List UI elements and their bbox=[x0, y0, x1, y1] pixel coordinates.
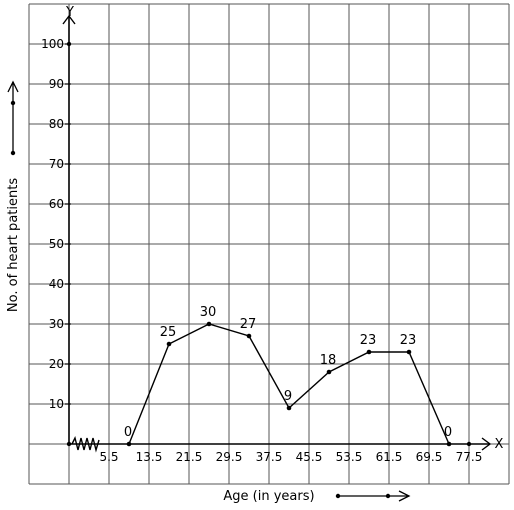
data-point bbox=[446, 441, 452, 447]
grid-lines bbox=[28, 3, 510, 485]
right-arrow-head bbox=[398, 490, 411, 502]
x-tick-label: 61.5 bbox=[376, 450, 403, 464]
right-arrow-dot bbox=[335, 493, 341, 499]
data-label: 30 bbox=[200, 305, 217, 320]
x-tick-label: 37.5 bbox=[256, 450, 283, 464]
x-tick-label: 21.5 bbox=[176, 450, 203, 464]
axis-labels: Age (in years) No. of heart patients X Y bbox=[6, 5, 504, 504]
data-label: 18 bbox=[320, 353, 337, 368]
right-arrow-dot bbox=[385, 493, 391, 499]
data-label: 9 bbox=[284, 389, 292, 404]
data-point bbox=[406, 349, 412, 355]
y-tick-label: 70 bbox=[49, 157, 64, 171]
x-tick-label: 45.5 bbox=[296, 450, 323, 464]
data-point bbox=[366, 349, 372, 355]
y-top-point bbox=[66, 41, 72, 47]
y-tick-label: 10 bbox=[49, 397, 64, 411]
x-tick-label: 53.5 bbox=[336, 450, 363, 464]
x-tick-label: 13.5 bbox=[136, 450, 163, 464]
x-axis-arrow bbox=[481, 437, 492, 451]
data-label: 27 bbox=[240, 317, 257, 332]
up-arrow-head bbox=[7, 80, 19, 93]
y-axis-arrow bbox=[62, 14, 76, 25]
series: 0 25 30 27 9 18 23 23 0 bbox=[124, 305, 472, 447]
y-tick-label: 20 bbox=[49, 357, 64, 371]
x-tick-label: 29.5 bbox=[216, 450, 243, 464]
data-label: 0 bbox=[444, 425, 452, 440]
x-tick-label: 77.5 bbox=[456, 450, 483, 464]
x-tick-label: 69.5 bbox=[416, 450, 443, 464]
origin-point bbox=[66, 441, 72, 447]
y-axis-title: No. of heart patients bbox=[6, 178, 21, 312]
y-tick-label: 50 bbox=[49, 237, 64, 251]
y-tick-label: 40 bbox=[49, 277, 64, 291]
data-label: 25 bbox=[160, 325, 177, 340]
data-label: 23 bbox=[400, 333, 417, 348]
data-point bbox=[206, 321, 212, 327]
data-label: 23 bbox=[360, 333, 377, 348]
up-arrow-dot bbox=[10, 150, 16, 156]
y-axis-letter: Y bbox=[65, 5, 74, 20]
x-tick-label: 5.5 bbox=[99, 450, 118, 464]
data-label: 0 bbox=[124, 425, 132, 440]
data-point bbox=[246, 333, 252, 339]
y-tick-label: 100 bbox=[41, 37, 64, 51]
axis-break-zigzag bbox=[71, 435, 100, 453]
data-point bbox=[166, 341, 172, 347]
x-axis-letter: X bbox=[495, 437, 504, 452]
x-axis-end-point bbox=[466, 441, 472, 447]
data-point bbox=[126, 441, 132, 447]
up-arrow-dot bbox=[10, 100, 16, 106]
y-tick-label: 90 bbox=[49, 77, 64, 91]
x-axis-title: Age (in years) bbox=[223, 489, 314, 504]
data-point bbox=[326, 369, 332, 375]
decorations bbox=[7, 80, 411, 502]
y-tick-label: 80 bbox=[49, 117, 64, 131]
axes bbox=[62, 14, 492, 453]
data-point bbox=[286, 405, 292, 411]
y-tick-label: 60 bbox=[49, 197, 64, 211]
y-tick-label: 30 bbox=[49, 317, 64, 331]
